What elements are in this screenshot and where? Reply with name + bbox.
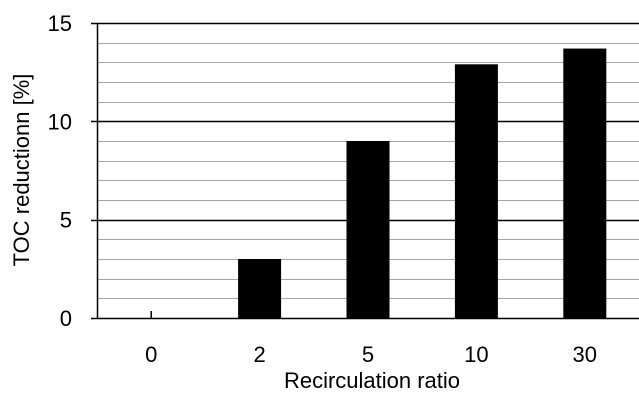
bar-10 xyxy=(454,64,498,318)
y-axis-label: TOC reductionn [%] xyxy=(9,74,34,267)
x-tick-label: 5 xyxy=(362,342,374,367)
x-tick-label: 30 xyxy=(573,342,597,367)
y-tick-label: 10 xyxy=(48,109,72,134)
bars xyxy=(150,48,607,319)
y-tick-label: 0 xyxy=(60,306,72,331)
bar-2 xyxy=(238,259,282,318)
y-tick-label: 5 xyxy=(60,208,72,233)
y-tick-label: 15 xyxy=(48,11,72,36)
x-tick-labels: 0 2 5 10 30 xyxy=(145,342,597,367)
bar-30 xyxy=(563,48,607,319)
x-tick-label: 0 xyxy=(145,342,157,367)
x-axis-label: Recirculation ratio xyxy=(284,368,460,393)
bar-5 xyxy=(346,141,390,318)
axes xyxy=(91,22,639,320)
x-tick-label: 10 xyxy=(464,342,488,367)
x-tick-label: 2 xyxy=(253,342,265,367)
y-tick-labels: 0 5 10 15 xyxy=(48,11,72,331)
